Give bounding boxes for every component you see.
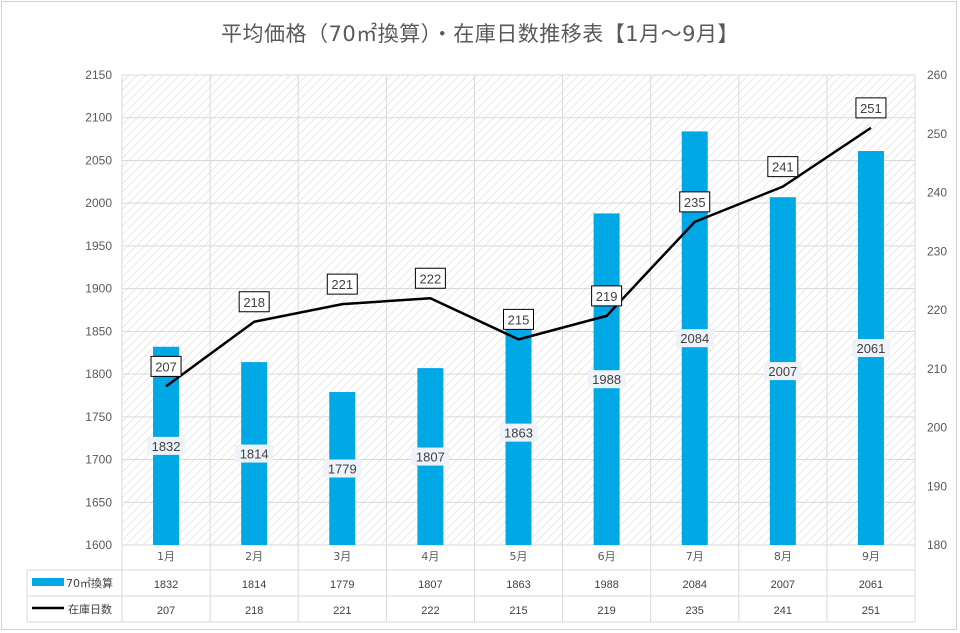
y-left-tick-label: 2000 <box>85 196 112 210</box>
y-right-tick-label: 210 <box>927 362 947 376</box>
x-tick-label: 4月 <box>421 550 439 563</box>
x-tick-label: 3月 <box>333 550 351 563</box>
line-data-label: 207 <box>155 359 177 374</box>
x-tick-label: 2月 <box>245 550 263 563</box>
table-cell: 1807 <box>418 579 442 591</box>
bar-data-label: 1863 <box>504 426 533 441</box>
bar-data-label: 2007 <box>768 364 797 379</box>
line-data-label: 219 <box>596 289 618 304</box>
y-left-tick-label: 1850 <box>85 324 112 338</box>
y-left-tick-label: 1800 <box>85 367 112 381</box>
bar-data-label: 2061 <box>856 341 885 356</box>
chart-title: 平均価格（70㎡換算）・在庫日数推移表【1月～9月】 <box>221 22 739 46</box>
bar-data-label-bg <box>851 339 890 358</box>
line-data-label-box <box>679 191 711 213</box>
y-right-tick-label: 230 <box>927 244 947 258</box>
table-cell: 251 <box>862 605 880 617</box>
y-right-tick-label: 250 <box>927 127 947 141</box>
bar-data-label-bg <box>499 423 538 442</box>
bar-data-label: 1779 <box>328 462 357 477</box>
y-left-tick-label: 2150 <box>85 68 112 82</box>
axes: 1600 1650 1700 1750 1800 1850 1900 1950 2000 2050… <box>85 68 947 552</box>
bar-data-label-bg <box>675 329 714 348</box>
bar-data-label-bg <box>411 447 450 466</box>
line-data-label: 218 <box>243 295 265 310</box>
table-cell: 1832 <box>154 579 178 591</box>
x-tick-label: 1月 <box>157 550 175 563</box>
line-data-label-box <box>150 355 182 377</box>
line-data-label: 222 <box>420 271 442 286</box>
table-cell: 219 <box>597 605 615 617</box>
table-cell: 2007 <box>771 579 795 591</box>
bar-data-label: 1988 <box>592 372 621 387</box>
y-left-tick-label: 2050 <box>85 153 112 167</box>
line-data-label-box <box>503 308 534 330</box>
y-left-tick-label: 1950 <box>85 239 112 253</box>
bar-data-label: 1814 <box>240 447 269 462</box>
y-left-tick-label: 1700 <box>85 453 112 467</box>
line-data-label: 215 <box>508 312 530 327</box>
table-cell: 1814 <box>242 579 266 591</box>
line-data-label: 241 <box>772 160 794 175</box>
line-data-label-box <box>767 156 799 178</box>
x-tick-label: 9月 <box>862 550 880 563</box>
y-right-tick-label: 190 <box>927 479 947 493</box>
line-data-label-box <box>855 97 887 119</box>
table-cell: 1988 <box>594 579 618 591</box>
line-data-label-box <box>326 273 358 295</box>
legend-line-label: 在庫日数 <box>68 602 112 616</box>
y-right-tick-label: 260 <box>927 68 947 82</box>
y-left-tick-label: 2100 <box>85 111 112 125</box>
legend-bar-swatch <box>32 578 64 586</box>
bar-data-label: 2084 <box>680 331 709 346</box>
line-data-label-box <box>591 285 623 307</box>
table-cell: 2084 <box>682 579 706 591</box>
bar-data-label-bg <box>763 362 802 381</box>
y-left-tick-label: 1650 <box>85 495 112 509</box>
x-tick-label: 6月 <box>598 550 616 563</box>
line-series: 207 218 221 222 215 219 235 241 251 <box>150 97 887 388</box>
table-cell: 215 <box>509 605 527 617</box>
bar-data-label: 1832 <box>152 439 181 454</box>
y-right-tick-label: 240 <box>927 186 947 200</box>
bar-data-label-bg <box>587 370 626 389</box>
y-left-tick-label: 1750 <box>85 410 112 424</box>
table-cell: 1779 <box>330 579 354 591</box>
y-right-tick-label: 180 <box>927 538 947 552</box>
y-right-tick-label: 200 <box>927 421 947 435</box>
table-cell: 207 <box>157 605 175 617</box>
line-data-label-box <box>414 267 446 289</box>
table-cell: 218 <box>245 605 263 617</box>
line-data-label-box <box>238 291 270 313</box>
line-path <box>165 126 872 388</box>
line-data-label: 235 <box>684 195 706 210</box>
table-cell: 2061 <box>859 579 883 591</box>
x-tick-label: 5月 <box>510 550 528 563</box>
bar-data-label-bg <box>323 459 362 478</box>
y-left-tick-label: 1900 <box>85 282 112 296</box>
line-data-label: 251 <box>860 101 882 116</box>
y-left-tick-label: 1600 <box>85 538 112 552</box>
table-cell: 235 <box>686 605 704 617</box>
bar-data-label: 1807 <box>416 450 445 465</box>
table-cell: 241 <box>774 605 792 617</box>
bar-data-label-bg <box>235 444 274 463</box>
bar-data-label-bg <box>147 436 186 455</box>
legend-bar-label: 70㎡換算 <box>66 576 113 590</box>
bar-series: 1832 1814 1779 1807 1863 1988 2084 2007 2061 <box>147 131 890 545</box>
y-right-tick-label: 220 <box>927 303 947 317</box>
line-data-label: 221 <box>331 277 353 292</box>
x-tick-label: 8月 <box>774 550 792 563</box>
table-cell: 221 <box>333 605 351 617</box>
table-cell: 222 <box>421 605 439 617</box>
table-cell: 1863 <box>506 579 530 591</box>
x-tick-label: 7月 <box>686 550 704 563</box>
